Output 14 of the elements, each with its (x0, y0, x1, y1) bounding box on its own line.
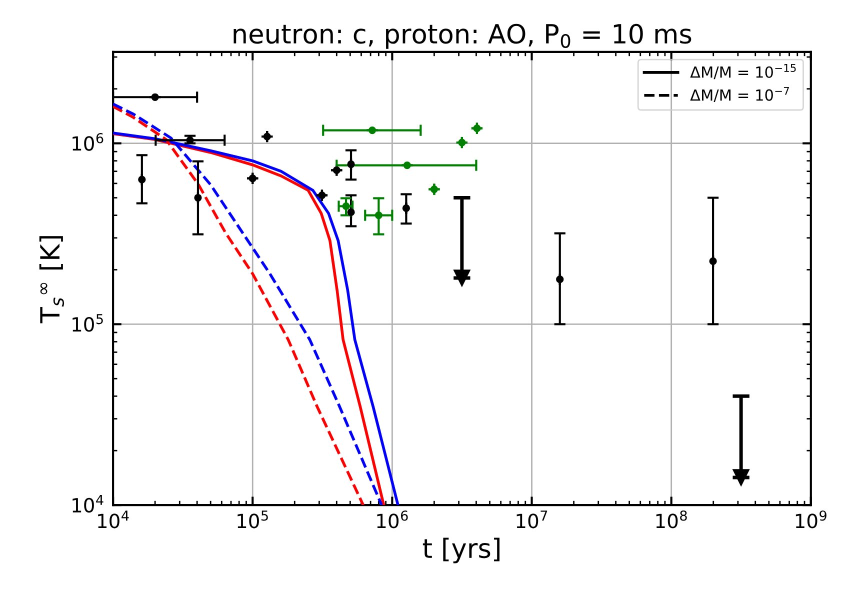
x-tick-label: 10$^{6}$ (377, 510, 408, 528)
x-tick-label: 10$^{5}$ (238, 510, 268, 528)
chart-title: neutron: c, proton: AO, P$_{0}$ = 10 ms (234, 24, 692, 49)
x-tick-label: 10$^{9}$ (796, 510, 826, 528)
x-tick-label: 10$^{8}$ (656, 510, 687, 528)
y-axis-title: T$_{s}$$^{∞}$ [K] (39, 236, 64, 324)
y-tick-label: 10$^{5}$ (72, 314, 103, 332)
x-tick-label: 10$^{4}$ (98, 510, 129, 528)
y-tick-label: 10$^{6}$ (72, 133, 104, 151)
y-tick-label: 10$^{4}$ (72, 494, 104, 513)
text: ΔM/M = 10$^{−15}$ (690, 64, 796, 80)
x-axis-title: t [yrs] (422, 538, 500, 564)
x-tick-label: 10$^{7}$ (516, 510, 548, 528)
text: ΔM/M = 10$^{−7}$ (690, 86, 789, 102)
